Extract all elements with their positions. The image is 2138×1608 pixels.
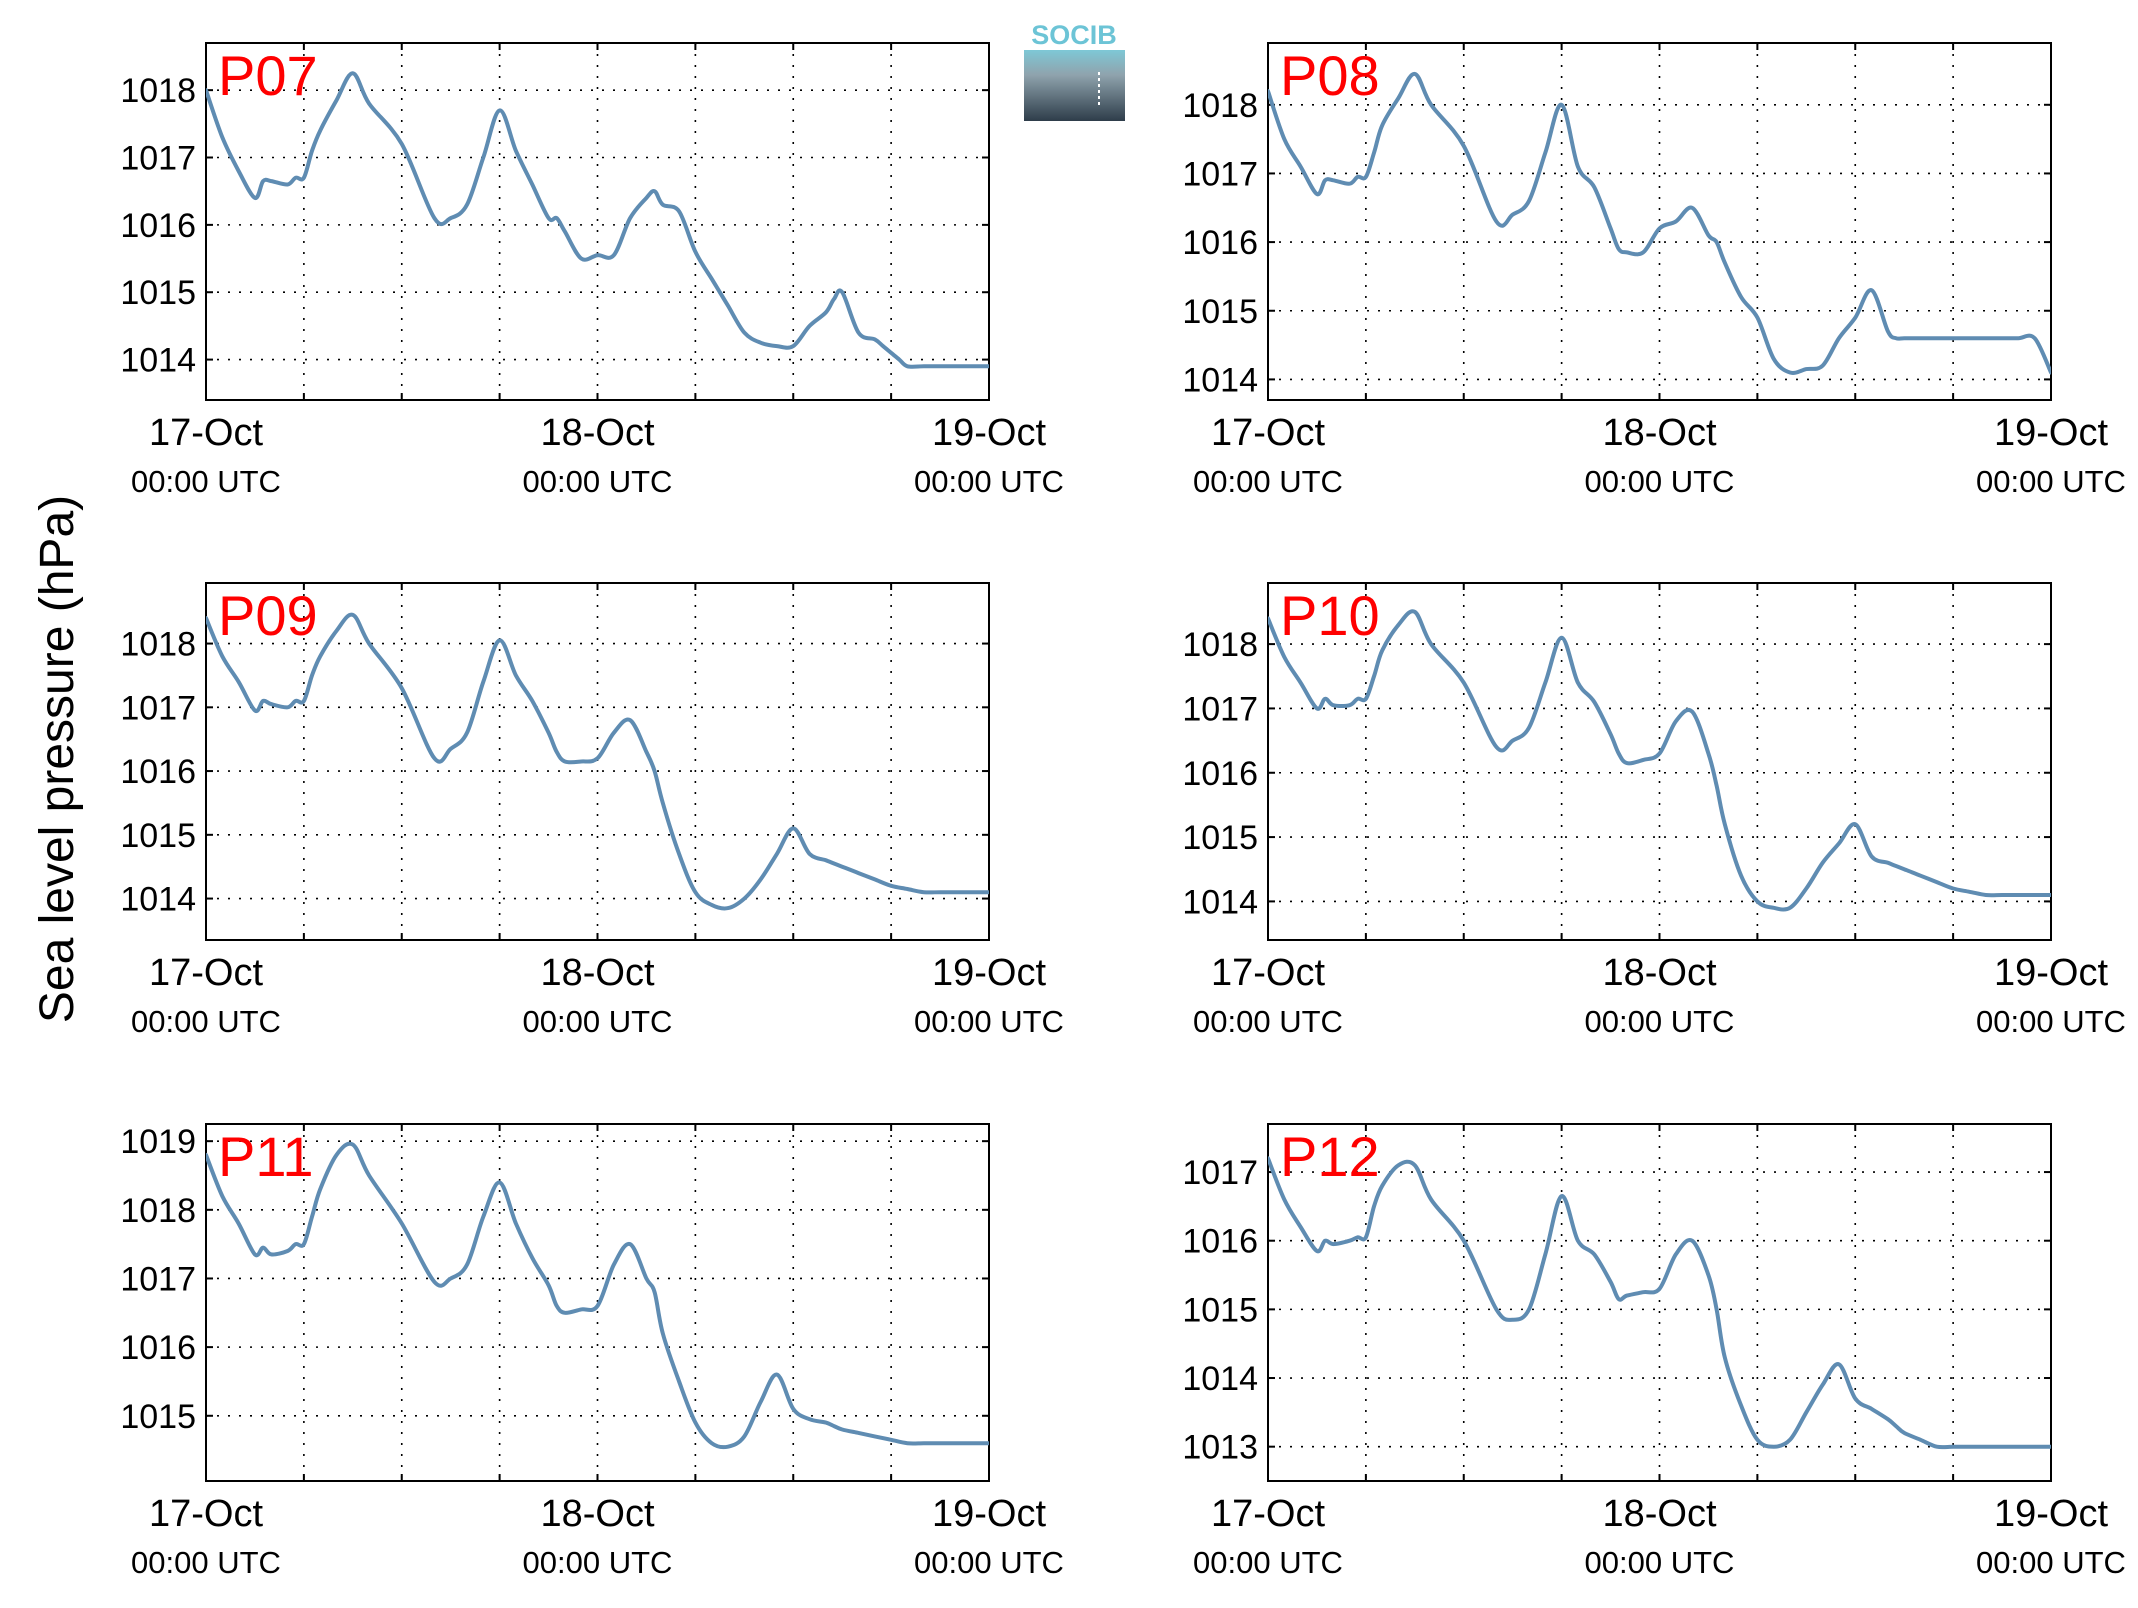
y-tick-label: 1014 [1182,1360,1258,1398]
y-tick-label: 1017 [1182,690,1258,728]
x-tick-label-date: 17-Oct [1211,952,1325,994]
x-tick-label-date: 17-Oct [1211,412,1325,454]
y-tick-label: 1014 [120,881,196,919]
x-tick-label-time: 00:00 UTC [131,464,281,499]
x-tick-label-time: 00:00 UTC [1976,1004,2126,1039]
panel-label: P10 [1280,584,1380,647]
x-tick-label-date: 18-Oct [540,1493,654,1535]
series-line-p09 [206,612,989,911]
panel-label: P09 [218,584,318,647]
x-tick-label-date: 19-Oct [932,1493,1046,1535]
x-tick-label-time: 00:00 UTC [914,464,1064,499]
x-tick-label-time: 00:00 UTC [1585,1545,1735,1580]
y-tick-label: 1017 [120,140,196,178]
x-tick-label-date: 17-Oct [149,952,263,994]
series-line-p07 [206,71,989,369]
y-tick-label: 1017 [120,689,196,727]
panel-label: P12 [1280,1125,1380,1188]
x-tick-label-date: 18-Oct [540,952,654,994]
x-tick-label-time: 00:00 UTC [523,1004,673,1039]
y-axis-label: Sea level pressure (hPa) [31,495,84,1023]
y-tick-label: 1017 [1182,155,1258,193]
x-tick-label-date: 18-Oct [1602,952,1716,994]
x-tick-label-time: 00:00 UTC [1976,464,2126,499]
y-tick-label: 1018 [1182,626,1258,664]
series-line-p11 [206,1141,989,1450]
x-tick-label-time: 00:00 UTC [1585,464,1735,499]
panel-label: P07 [218,44,318,107]
x-tick-label-date: 19-Oct [932,952,1046,994]
x-tick-label-time: 00:00 UTC [914,1004,1064,1039]
y-tick-label: 1017 [120,1260,196,1298]
y-tick-label: 1019 [120,1123,196,1161]
y-tick-label: 1015 [120,817,196,855]
y-tick-label: 1018 [120,626,196,664]
y-tick-label: 1018 [1182,87,1258,125]
panel-p11: 1015 1016 1017 1018 1019 17-Oct 00:00 UTC 18-Oc… [120,1123,1064,1580]
x-tick-label-time: 00:00 UTC [1193,1004,1343,1039]
x-tick-label-date: 18-Oct [1602,412,1716,454]
y-tick-label: 1014 [120,342,196,380]
x-tick-label-date: 17-Oct [1211,1493,1325,1535]
series-line-p08 [1268,71,2051,375]
panel-p10: 1014 1015 1016 1017 1018 17-Oct 00:00 UTC 18-Oc… [1182,582,2126,1039]
y-tick-label: 1016 [120,207,196,245]
y-tick-label: 1016 [1182,224,1258,262]
x-tick-label-time: 00:00 UTC [131,1545,281,1580]
y-tick-label: 1015 [1182,1291,1258,1329]
x-tick-label-time: 00:00 UTC [523,464,673,499]
x-tick-label-date: 19-Oct [932,412,1046,454]
panel-p09: 1014 1015 1016 1017 1018 17-Oct 00:00 UTC 18-Oc… [120,582,1064,1039]
panel-label: P08 [1280,44,1380,107]
x-tick-label-time: 00:00 UTC [1585,1004,1735,1039]
x-tick-label-date: 17-Oct [149,1493,263,1535]
series-line-p10 [1268,609,2051,912]
series-line-p12 [1268,1156,2051,1450]
y-tick-label: 1016 [120,753,196,791]
y-tick-label: 1016 [1182,1223,1258,1261]
y-tick-label: 1015 [1182,819,1258,857]
y-tick-label: 1015 [120,274,196,312]
y-tick-label: 1014 [1182,361,1258,399]
x-tick-label-date: 19-Oct [1994,1493,2108,1535]
panel-p12: 1013 1014 1015 1016 1017 17-Oct 00:00 UTC 18-Oc… [1182,1123,2126,1580]
x-tick-label-date: 19-Oct [1994,952,2108,994]
y-tick-label: 1014 [1182,883,1258,921]
x-tick-label-date: 17-Oct [149,412,263,454]
logo-graphic [1024,50,1125,121]
panel-p08: 1014 1015 1016 1017 1018 17-Oct 00:00 UTC 18-Oc… [1182,42,2126,499]
panel-p07: 1014 1015 1016 1017 1018 17-Oct 00:00 UTC 18-Oc… [120,42,1064,499]
x-tick-label-date: 19-Oct [1994,412,2108,454]
y-tick-label: 1015 [120,1398,196,1436]
x-tick-label-date: 18-Oct [1602,1493,1716,1535]
y-tick-label: 1013 [1182,1429,1258,1467]
y-tick-label: 1015 [1182,293,1258,331]
x-tick-label-time: 00:00 UTC [1193,1545,1343,1580]
y-tick-label: 1016 [1182,755,1258,793]
x-tick-label-time: 00:00 UTC [914,1545,1064,1580]
y-tick-label: 1016 [120,1329,196,1367]
x-tick-label-date: 18-Oct [540,412,654,454]
x-tick-label-time: 00:00 UTC [523,1545,673,1580]
x-tick-label-time: 00:00 UTC [1976,1545,2126,1580]
y-tick-label: 1018 [120,72,196,110]
x-tick-label-time: 00:00 UTC [1193,464,1343,499]
socib-logo: SOCIB [1024,20,1125,121]
logo-text: SOCIB [1031,20,1117,50]
panels: 1014 1015 1016 1017 1018 17-Oct 00:00 UTC 18-Oc… [120,42,2126,1580]
panel-label: P11 [218,1125,313,1188]
y-tick-label: 1017 [1182,1154,1258,1192]
x-tick-label-time: 00:00 UTC [131,1004,281,1039]
y-tick-label: 1018 [120,1192,196,1230]
